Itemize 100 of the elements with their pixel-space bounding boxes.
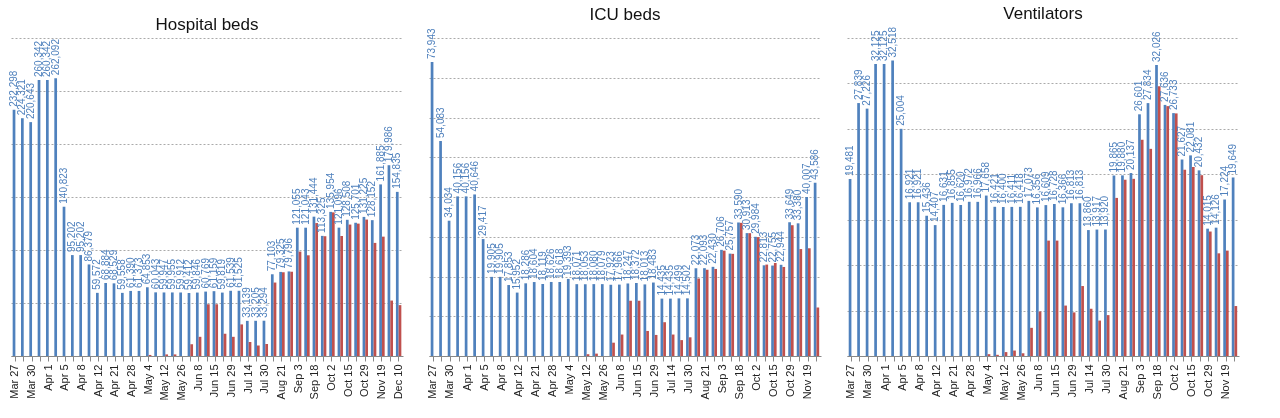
bar <box>1140 139 1144 356</box>
bar <box>566 278 570 356</box>
bar <box>1010 206 1014 356</box>
bar <box>575 284 579 356</box>
x-tick-label: May 26 <box>596 364 609 401</box>
data-label: 27,839 <box>852 69 864 101</box>
bar <box>270 274 274 356</box>
x-tick-label: Jun 8 <box>613 364 626 392</box>
bar <box>1234 306 1238 356</box>
bar <box>1098 320 1101 356</box>
data-label: 128,152 <box>366 180 378 218</box>
bar <box>215 304 219 356</box>
bar <box>680 340 683 356</box>
x-tick-label: Mar 30 <box>443 364 456 399</box>
data-label: 40,156 <box>451 162 463 194</box>
data-label: 26,706 <box>715 215 727 247</box>
bar <box>908 202 911 356</box>
bar <box>1104 229 1107 356</box>
bar <box>1189 155 1192 356</box>
bar <box>697 278 701 356</box>
x-tick-label: May 12 <box>579 364 592 401</box>
data-label: 19,393 <box>562 244 574 276</box>
bar <box>1047 240 1050 356</box>
bar <box>240 324 244 356</box>
bar <box>524 283 528 356</box>
bar <box>1064 305 1067 356</box>
x-tick-label: Oct 15 <box>766 364 779 397</box>
bar <box>592 284 596 356</box>
bar <box>256 345 260 356</box>
bar <box>652 282 655 356</box>
bar <box>933 225 937 356</box>
data-label: 25,004 <box>895 94 907 126</box>
bar <box>1053 204 1056 356</box>
bar <box>170 292 174 356</box>
bar <box>254 320 257 356</box>
data-label: 20,432 <box>1193 136 1205 168</box>
bar <box>120 292 124 356</box>
x-tick-label: Apr 5 <box>895 364 908 391</box>
bar <box>686 298 689 356</box>
bar <box>207 304 210 356</box>
x-tick-label: Jun 15 <box>630 364 643 398</box>
bar <box>515 292 519 356</box>
bar <box>617 284 621 356</box>
bar <box>967 201 971 356</box>
data-label: 18,604 <box>528 248 540 280</box>
data-label: 14,502 <box>681 264 693 296</box>
data-label: 19,905 <box>485 242 497 274</box>
bar <box>45 80 49 356</box>
bar <box>229 290 232 356</box>
x-tick-label: Nov 19 <box>1219 364 1232 400</box>
data-label: 68,529 <box>108 249 119 281</box>
x-tick-label: Apr 12 <box>511 364 524 397</box>
bar <box>190 344 194 356</box>
data-label: 19,905 <box>494 242 506 274</box>
data-label: 19,865 <box>1107 141 1119 173</box>
bar <box>950 202 954 356</box>
bar <box>379 184 382 356</box>
x-tick-label: Jul 14 <box>664 364 677 394</box>
chart-title: Hospital beds <box>155 15 259 34</box>
data-label: 33,139 <box>241 286 253 318</box>
x-tick-label: Apr 1 <box>41 364 54 391</box>
x-tick-label: Sep 18 <box>732 364 745 400</box>
bar <box>370 220 374 356</box>
bar <box>381 236 385 356</box>
bar <box>942 204 946 356</box>
bar <box>490 276 493 356</box>
bar <box>79 255 83 356</box>
data-label: 16,418 <box>1014 172 1026 204</box>
x-tick-label: Apr 1 <box>460 364 473 391</box>
bar <box>925 215 929 356</box>
x-tick-label: May 26 <box>1014 364 1027 401</box>
bar <box>1044 205 1048 356</box>
x-tick-label: Aug 21 <box>1116 364 1129 400</box>
bar <box>129 290 133 356</box>
x-tick-label: Sep 18 <box>1150 364 1163 400</box>
bar <box>1081 286 1084 356</box>
bar <box>558 281 562 356</box>
chart-title: ICU beds <box>589 5 661 25</box>
bar <box>1183 169 1187 356</box>
bar <box>1070 203 1073 356</box>
data-label: 32,125 <box>869 30 881 62</box>
bar <box>1115 197 1119 356</box>
data-label: 27,226 <box>861 74 873 106</box>
bar <box>1217 253 1221 356</box>
bar <box>891 60 894 356</box>
bar <box>1223 199 1226 356</box>
x-tick-label: Jun 29 <box>224 364 237 398</box>
x-tick-label: Apr 5 <box>58 364 71 391</box>
data-label: 16,921 <box>912 168 924 200</box>
x-tick-label: Apr 8 <box>494 364 507 391</box>
data-label: 13,920 <box>1099 195 1111 227</box>
data-label: 73,943 <box>426 28 438 60</box>
bar <box>104 282 108 356</box>
x-tick-label: Apr 8 <box>75 364 88 391</box>
bar <box>993 206 997 356</box>
x-tick-label: Mar 30 <box>25 364 38 399</box>
data-label: 161,885 <box>374 144 386 182</box>
x-tick-label: Apr 8 <box>912 364 925 391</box>
data-label: 18,079 <box>596 250 608 282</box>
data-label: 59,558 <box>116 258 128 290</box>
